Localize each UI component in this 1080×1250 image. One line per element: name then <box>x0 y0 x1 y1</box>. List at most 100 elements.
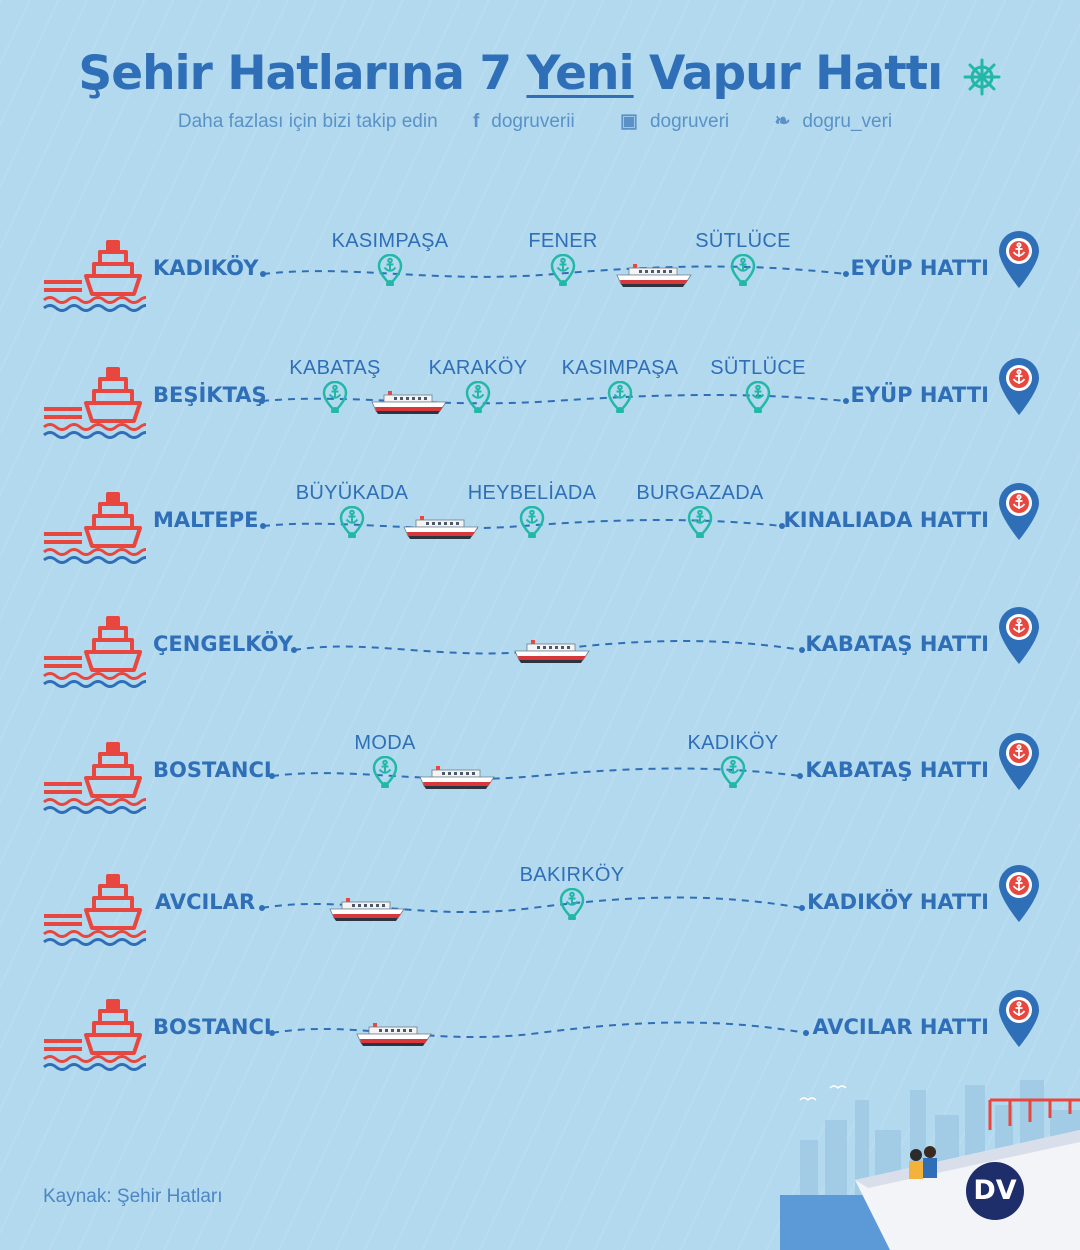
anchor-stop-icon <box>465 380 491 418</box>
route-endpoint-dot <box>291 647 297 653</box>
anchor-stop-icon <box>550 253 576 291</box>
stop-label: FENER <box>528 230 598 252</box>
anchor-stop-icon <box>687 505 713 543</box>
boat-icon <box>328 894 406 929</box>
ferry-icon <box>43 367 146 439</box>
title-text-1: Şehir Hatlarına 7 <box>78 46 512 101</box>
twitter-handle: dogru_veri <box>802 111 893 132</box>
stop-label: KASIMPAŞA <box>561 357 679 379</box>
anchor-stop-icon <box>745 380 771 418</box>
dogruveri-logo: DV <box>966 1162 1024 1220</box>
route-destination: AVCILAR HATTI <box>812 1015 989 1039</box>
route-path <box>259 896 805 914</box>
ferry-icon <box>43 492 146 564</box>
route-endpoint-dot <box>269 1030 275 1036</box>
twitter-link[interactable]: ❧ dogru_veri <box>764 111 902 132</box>
ship-wheel-icon <box>963 58 1001 95</box>
route-destination: EYÜP HATTI <box>850 383 989 407</box>
boat-icon <box>355 1019 433 1054</box>
destination-pin-icon <box>999 990 1039 1047</box>
route-endpoint-dot <box>779 523 785 529</box>
stop-label: KADIKÖY <box>687 732 779 754</box>
boat-icon <box>418 762 496 797</box>
route-row: AVCILAR KADIKÖY HATTI BAKIRKÖY <box>0 864 1080 982</box>
route-destination: KINALIADA HATTI <box>783 508 990 532</box>
instagram-link[interactable]: ▣ dogruveri <box>610 111 739 132</box>
route-path <box>269 767 803 780</box>
route-endpoint-dot <box>799 647 805 653</box>
stop-label: SÜTLÜCE <box>695 230 791 252</box>
anchor-stop-icon <box>377 253 403 291</box>
route-endpoint-dot <box>259 398 265 404</box>
route-origin: KADIKÖY <box>153 256 259 280</box>
page-title: Şehir Hatlarına 7 Yeni Vapur Hattı <box>0 46 1080 101</box>
route-endpoint-dot <box>260 271 266 277</box>
destination-pin-icon <box>999 865 1039 922</box>
route-endpoint-dot <box>799 905 805 911</box>
route-origin: ÇENGELKÖY <box>153 632 293 656</box>
social-follow-bar: Daha fazlası için bizi takip edin f dogru… <box>0 110 1080 133</box>
anchor-stop-icon <box>339 505 365 543</box>
ferry-icon <box>43 240 146 312</box>
destination-pin-icon <box>999 733 1039 790</box>
route-path <box>291 640 805 655</box>
facebook-handle: dogruverii <box>491 111 575 132</box>
route-origin: AVCILAR <box>155 890 256 914</box>
route-row: BOSTANCI AVCILAR HATTI <box>0 990 1080 1107</box>
route-path <box>260 265 849 278</box>
title-text-3: Vapur Hattı <box>649 46 943 101</box>
stop-label: KABATAŞ <box>289 357 381 379</box>
boat-icon <box>402 512 480 547</box>
boat-icon <box>370 387 448 422</box>
stop-label: KASIMPAŞA <box>331 230 449 252</box>
instagram-icon: ▣ <box>619 111 638 132</box>
route-endpoint-dot <box>797 773 803 779</box>
follow-text: Daha fazlası için bizi takip edin <box>177 111 438 132</box>
destination-pin-icon <box>999 231 1039 288</box>
stop-label: HEYBELİADA <box>467 482 597 504</box>
ferry-icon <box>43 616 146 688</box>
title-text-2: Yeni <box>526 46 634 101</box>
source-note: Kaynak: Şehir Hatları <box>43 1186 223 1207</box>
instagram-handle: dogruveri <box>649 111 730 132</box>
stop-label: BURGAZADA <box>636 482 764 504</box>
route-destination: KADIKÖY HATTI <box>807 890 989 914</box>
route-endpoint-dot <box>259 905 265 911</box>
stop-label: BÜYÜKADA <box>295 482 409 504</box>
route-endpoint-dot <box>269 773 275 779</box>
route-endpoint-dot <box>843 398 849 404</box>
route-row: ÇENGELKÖY KABATAŞ HATTI <box>0 607 1080 724</box>
anchor-stop-icon <box>519 505 545 543</box>
destination-pin-icon <box>999 607 1039 664</box>
stop-label: KARAKÖY <box>428 357 528 379</box>
route-row: MALTEPE KINALIADA HATTI BÜYÜKADA HEYBELİAD… <box>0 482 1080 600</box>
anchor-stop-icon <box>559 887 585 925</box>
route-origin: BEŞİKTAŞ <box>153 383 267 407</box>
route-origin: BOSTANCI <box>153 1015 272 1039</box>
facebook-icon: f <box>472 111 480 132</box>
boat-icon <box>513 636 591 671</box>
ferry-icon <box>43 999 146 1071</box>
destination-pin-icon <box>999 358 1039 415</box>
stop-label: MODA <box>354 732 416 754</box>
anchor-stop-icon <box>372 755 398 793</box>
route-row: BOSTANCI KABATAŞ HATTI MODA KADIKÖY <box>0 732 1080 850</box>
ferry-icon <box>43 874 146 946</box>
route-destination: KABATAŞ HATTI <box>805 632 989 656</box>
route-row: KADIKÖY EYÜP HATTI KASIMPAŞA FENER SÜTLÜCE <box>0 230 1080 348</box>
route-path <box>269 1021 809 1039</box>
boat-icon <box>615 260 693 295</box>
route-origin: MALTEPE <box>153 508 259 532</box>
route-row: BEŞİKTAŞ EYÜP HATTI KABATAŞ KARAKÖY KASIMP… <box>0 357 1080 475</box>
route-endpoint-dot <box>843 271 849 277</box>
stop-label: BAKIRKÖY <box>519 864 625 886</box>
ferry-deck-illustration <box>780 1080 1080 1250</box>
route-destination: KABATAŞ HATTI <box>805 758 989 782</box>
route-path <box>260 519 785 530</box>
route-endpoint-dot <box>260 523 266 529</box>
facebook-link[interactable]: f dogruverii <box>463 111 585 132</box>
anchor-stop-icon <box>730 253 756 291</box>
anchor-stop-icon <box>720 755 746 793</box>
route-origin: BOSTANCI <box>153 758 272 782</box>
route-endpoint-dot <box>803 1030 809 1036</box>
